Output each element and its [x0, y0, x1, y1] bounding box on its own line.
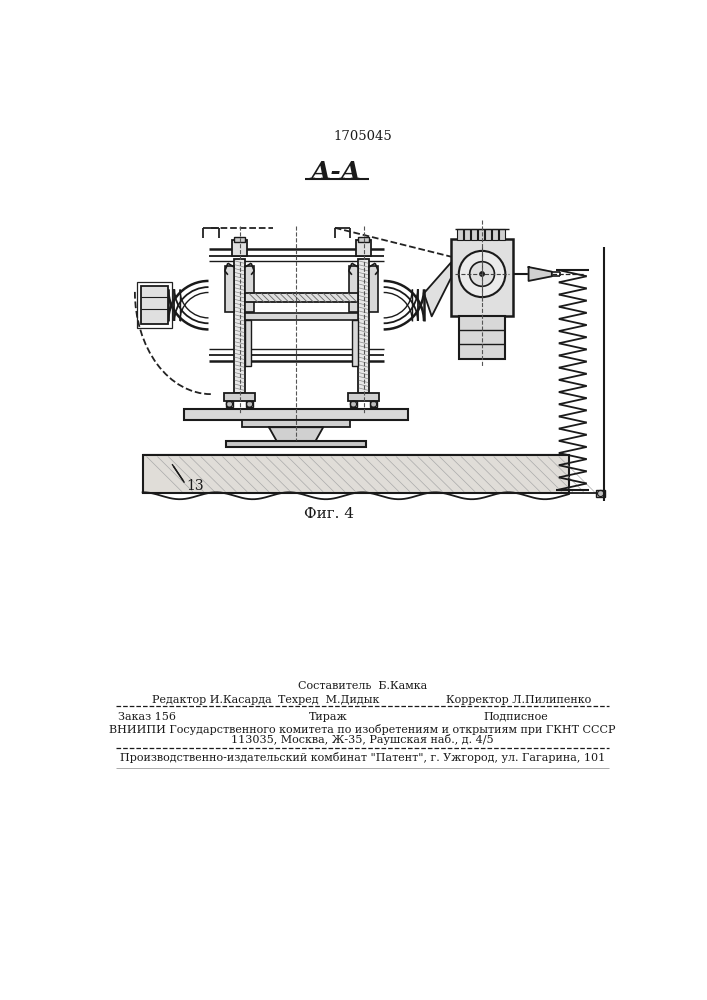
- Text: Заказ 156: Заказ 156: [118, 712, 176, 722]
- Text: Редактор И.Касарда: Редактор И.Касарда: [152, 695, 271, 705]
- Bar: [459, 316, 506, 359]
- Bar: [246, 401, 253, 407]
- Bar: [143, 455, 569, 493]
- Bar: [358, 259, 369, 393]
- Text: Производственно-издательский комбинат "Патент", г. Ужгород, ул. Гагарина, 101: Производственно-издательский комбинат "П…: [120, 752, 605, 763]
- Bar: [245, 312, 358, 320]
- Bar: [245, 320, 251, 366]
- Text: ВНИИПИ Государственного комитета по изобретениям и открытиям при ГКНТ СССР: ВНИИПИ Государственного комитета по изоб…: [110, 724, 616, 735]
- Bar: [478, 229, 484, 240]
- Bar: [485, 229, 491, 240]
- Bar: [234, 237, 245, 242]
- Text: Техред  М.Дидык: Техред М.Дидык: [278, 695, 380, 705]
- Bar: [245, 266, 255, 312]
- Text: 1705045: 1705045: [333, 130, 392, 143]
- Text: Фиг. 4: Фиг. 4: [303, 507, 354, 521]
- Bar: [184, 409, 409, 420]
- Circle shape: [480, 272, 484, 276]
- Bar: [451, 239, 513, 316]
- Bar: [245, 293, 358, 302]
- Bar: [596, 490, 605, 497]
- Bar: [141, 286, 168, 324]
- Circle shape: [459, 251, 506, 297]
- Text: А-А: А-А: [311, 160, 362, 184]
- Bar: [352, 320, 358, 366]
- Bar: [370, 401, 378, 407]
- Bar: [226, 401, 233, 407]
- Bar: [234, 259, 245, 393]
- Bar: [464, 229, 469, 240]
- Polygon shape: [269, 427, 323, 441]
- Text: Корректор Л.Пилипенко: Корректор Л.Пилипенко: [446, 695, 591, 705]
- Bar: [348, 393, 379, 401]
- Text: 113035, Москва, Ж-35, Раушская наб., д. 4/5: 113035, Москва, Ж-35, Раушская наб., д. …: [231, 734, 494, 745]
- Bar: [499, 229, 505, 240]
- Bar: [225, 266, 234, 312]
- Bar: [472, 229, 477, 240]
- Bar: [242, 420, 351, 427]
- Bar: [349, 266, 358, 312]
- Bar: [356, 240, 371, 256]
- Bar: [232, 240, 247, 256]
- Polygon shape: [529, 267, 552, 281]
- Bar: [349, 401, 357, 407]
- Bar: [137, 282, 172, 328]
- Bar: [358, 237, 369, 242]
- Bar: [224, 393, 255, 401]
- Text: 13: 13: [186, 479, 204, 493]
- Bar: [492, 229, 498, 240]
- Text: Составитель  Б.Камка: Составитель Б.Камка: [298, 681, 427, 691]
- Circle shape: [469, 262, 494, 286]
- Bar: [226, 441, 366, 447]
- Text: Подписное: Подписное: [484, 712, 549, 722]
- Bar: [457, 229, 462, 240]
- Bar: [369, 266, 378, 312]
- Polygon shape: [424, 262, 451, 316]
- Text: Тираж: Тираж: [309, 712, 348, 722]
